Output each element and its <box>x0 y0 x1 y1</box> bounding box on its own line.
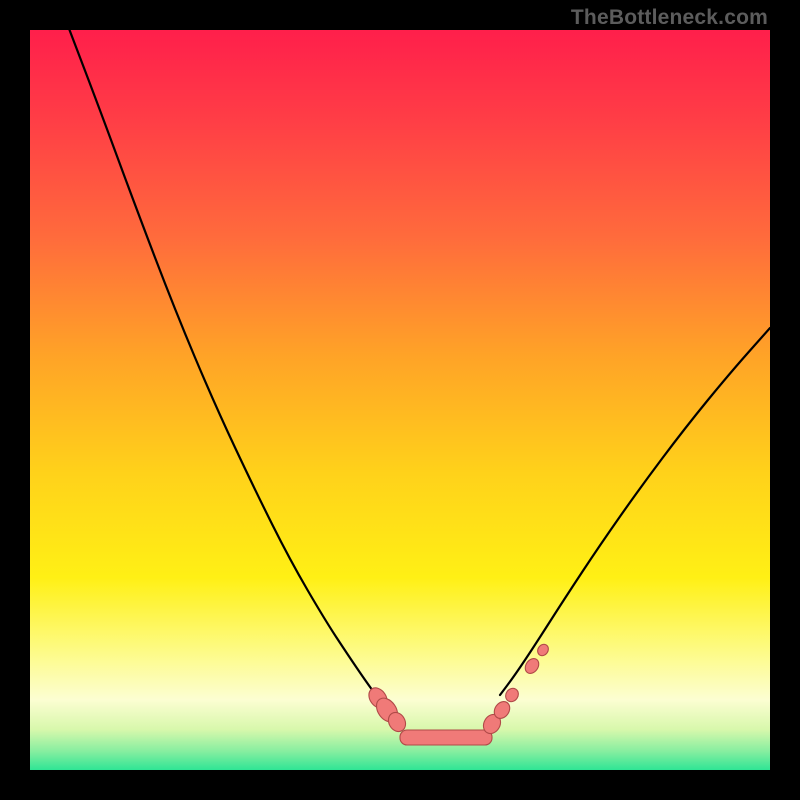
watermark-text: TheBottleneck.com <box>571 6 768 30</box>
gradient-background <box>30 30 770 770</box>
marker-bar <box>400 730 492 745</box>
chart-svg <box>30 30 770 770</box>
chart-frame: TheBottleneck.com <box>0 0 800 800</box>
plot-area <box>30 30 770 770</box>
